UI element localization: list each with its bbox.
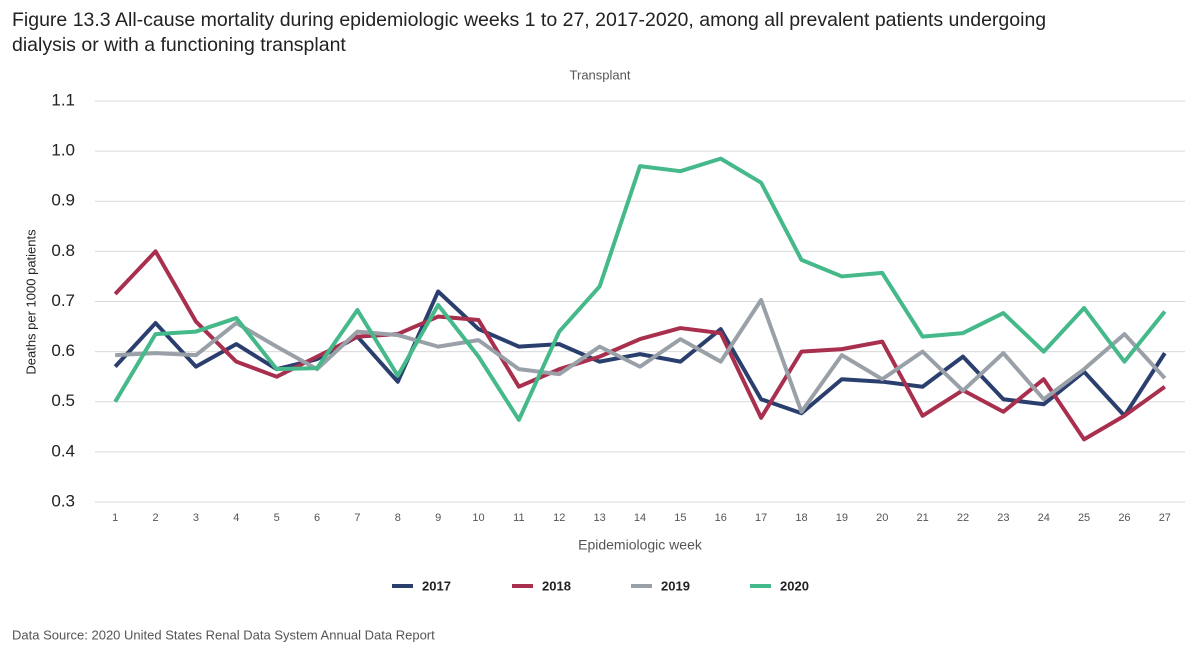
x-tick-label: 15 <box>674 512 686 524</box>
legend-label: 2018 <box>542 578 571 593</box>
x-tick-label: 6 <box>314 512 320 524</box>
chart-subtitle: Transplant <box>570 67 631 82</box>
y-tick-label: 0.6 <box>51 341 75 360</box>
x-tick-label: 11 <box>513 512 524 524</box>
x-tick-label: 9 <box>435 512 441 524</box>
x-tick-label: 21 <box>916 512 928 524</box>
y-tick-label: 0.7 <box>51 291 75 310</box>
y-tick-label: 0.4 <box>51 441 75 460</box>
x-tick-label: 5 <box>274 512 280 524</box>
x-axis-label: Epidemiologic week <box>578 537 703 553</box>
x-tick-label: 10 <box>472 512 484 524</box>
x-tick-label: 16 <box>715 512 727 524</box>
x-tick-label: 2 <box>152 512 158 524</box>
x-tick-label: 7 <box>354 512 360 524</box>
x-tick-label: 25 <box>1078 512 1090 524</box>
x-tick-label: 18 <box>795 512 807 524</box>
y-tick-label: 1.0 <box>51 141 75 160</box>
x-tick-label: 22 <box>957 512 969 524</box>
x-tick-label: 19 <box>836 512 848 524</box>
x-tick-label: 23 <box>997 512 1009 524</box>
y-tick-label: 0.5 <box>51 391 75 410</box>
y-axis-label: Deaths per 1000 patients <box>23 229 38 375</box>
x-tick-label: 14 <box>634 512 646 524</box>
y-tick-label: 1.1 <box>51 90 75 109</box>
x-tick-label: 27 <box>1159 512 1171 524</box>
x-tick-label: 17 <box>755 512 767 524</box>
chart-title: Figure 13.3 All-cause mortality during e… <box>12 9 1047 56</box>
y-tick-label: 0.3 <box>51 491 75 510</box>
x-tick-label: 20 <box>876 512 888 524</box>
line-series <box>115 297 1167 414</box>
x-tick-label: 12 <box>553 512 565 524</box>
legend-label: 2020 <box>780 578 809 593</box>
y-tick-label: 0.8 <box>51 241 75 260</box>
x-tick-label: 3 <box>193 512 199 524</box>
x-tick-label: 24 <box>1038 512 1050 524</box>
y-tick-label: 0.9 <box>51 191 75 210</box>
x-tick-label: 1 <box>112 512 118 524</box>
x-tick-label: 26 <box>1118 512 1130 524</box>
line-series <box>113 156 1167 422</box>
x-tick-label: 13 <box>594 512 606 524</box>
source-note: Data Source: 2020 United States Renal Da… <box>12 627 435 642</box>
legend-label: 2017 <box>422 578 451 593</box>
x-tick-label: 8 <box>395 512 401 524</box>
legend-label: 2019 <box>661 578 690 593</box>
x-tick-label: 4 <box>233 512 239 524</box>
line-series <box>113 289 1167 418</box>
